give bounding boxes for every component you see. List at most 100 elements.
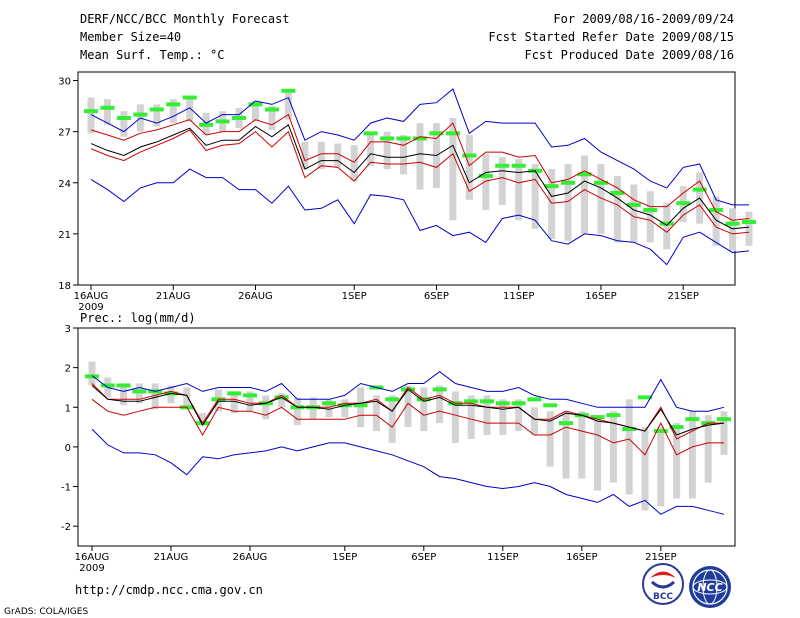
ncc-logo: NCC	[689, 566, 731, 608]
temp-y-tick-label: 18	[58, 281, 71, 292]
prec-y-tick-label: 1	[65, 403, 71, 414]
temp-median-marker	[709, 208, 724, 213]
precipitation-panel: -2 -1 0 1 2 3 16AUG 21AUG 26AUG 1SEP 6SEP 11SEP 16SE…	[61, 324, 736, 574]
temp-spread-box	[712, 196, 720, 246]
prec-x-tick-label: 16SEP	[566, 552, 597, 563]
temperature-panel: 18 21 24 27 30 16AUG 21AUG 26AUG 1SEP 6SEP 11SEP 16…	[58, 71, 756, 313]
temp-median-marker	[248, 102, 263, 107]
temp-median-marker	[478, 173, 493, 178]
temp-spread-box	[498, 157, 506, 205]
prec-median-marker	[353, 403, 368, 408]
temp-spread-box	[548, 169, 556, 239]
temp-median-marker	[199, 122, 214, 127]
temp-spread-box	[729, 208, 737, 251]
prec-median-marker	[653, 429, 668, 434]
prec-median-marker	[543, 403, 558, 408]
temp-median-marker	[363, 131, 378, 136]
prec-median-marker	[685, 417, 700, 422]
temp-spread-box	[120, 111, 128, 137]
temp-spread-box	[745, 211, 753, 246]
temp-line-minimum	[90, 168, 750, 266]
prec-x-tick-label: 16AUG	[75, 552, 110, 563]
temp-spread-box	[367, 133, 375, 166]
temp-x-tick-label: 16SEP	[585, 291, 616, 302]
temp-median-marker	[725, 221, 740, 226]
bcc-logo: BCC	[642, 563, 684, 605]
prec-x-tick-label: 21AUG	[154, 552, 189, 563]
prec-spread-box	[388, 395, 396, 443]
prec-median-marker	[511, 401, 526, 406]
temp-median-marker	[626, 202, 641, 207]
temp-spread-box	[252, 100, 259, 122]
temp-spread-box	[465, 135, 473, 200]
footer-url[interactable]: http://cmdp.ncc.cma.gov.cn	[75, 583, 263, 597]
temp-median-marker	[742, 219, 756, 224]
temp-spread-box	[103, 99, 111, 125]
prec-median-marker	[385, 397, 400, 402]
prec-spread-box	[404, 385, 412, 428]
prec-spread-box	[625, 399, 633, 495]
temp-spread-box	[663, 203, 671, 250]
prec-line-minimum	[91, 428, 725, 515]
temp-median-marker	[232, 116, 247, 121]
temp-median-marker	[166, 102, 181, 107]
temp-median-marker	[445, 131, 460, 136]
temp-median-marker	[396, 136, 411, 141]
temp-y-tick-label: 27	[58, 128, 71, 139]
prec-spread-box	[199, 413, 207, 426]
prec-median-marker	[638, 395, 652, 400]
prec-spread-box	[246, 391, 254, 412]
temp-spread-box	[531, 164, 539, 229]
temp-median-marker	[182, 95, 197, 100]
temp-median-marker	[84, 109, 98, 114]
temp-spread-box	[153, 104, 161, 127]
bcc-logo-text: BCC	[653, 592, 673, 602]
prec-median-marker	[227, 391, 242, 396]
prec-y-tick-label: -1	[61, 483, 71, 494]
prec-spread-box	[420, 387, 428, 432]
temp-median-marker	[100, 105, 115, 110]
temp-spread-box	[186, 95, 194, 122]
prec-spread-box	[530, 407, 538, 436]
prec-line-maximum	[91, 370, 725, 412]
prec-median-marker	[480, 399, 494, 404]
prec-spread-box	[341, 399, 349, 418]
prec-spread-box	[467, 395, 475, 439]
temp-spread-box	[515, 158, 523, 221]
temp-spread-box	[350, 145, 358, 182]
temp-spread-box	[284, 90, 292, 120]
temp-y-tick-label: 24	[58, 179, 71, 190]
temp-spread-box	[87, 97, 95, 134]
prec-median-marker	[85, 374, 99, 379]
temp-median-marker	[561, 180, 576, 185]
prec-spread-box	[578, 411, 586, 479]
temp-x-tick-label: 1SEP	[342, 291, 367, 302]
variable-label: Mean Surf. Temp.: °C	[80, 48, 225, 62]
prec-spread-box	[230, 391, 238, 414]
temp-x-tick-label: 21SEP	[667, 291, 698, 302]
forecast-period: For 2009/08/16-2009/09/24	[553, 12, 734, 26]
precip-panel-label: Prec.: log(mm/d)	[80, 311, 196, 325]
temp-x-tick-label: 11SEP	[503, 291, 534, 302]
prec-median-marker	[322, 401, 336, 406]
prec-spread-box	[499, 399, 507, 436]
prec-median-marker	[622, 427, 637, 432]
prec-x-tick-label: 21SEP	[645, 552, 676, 563]
temp-spread-box	[334, 143, 342, 168]
prec-spread-box	[120, 383, 128, 406]
prec-x-tick-label: 26AUG	[233, 552, 268, 563]
chart-title: DERF/NCC/BCC Monthly Forecast	[80, 12, 290, 26]
prec-spread-box	[515, 399, 523, 432]
prec-x-tick-label: 1SEP	[332, 552, 357, 563]
temp-line-mean-sd	[90, 129, 750, 235]
prec-spread-box	[262, 395, 270, 420]
prec-median-marker	[527, 397, 542, 402]
temp-spread-box	[416, 123, 424, 190]
temp-median-marker	[380, 136, 395, 141]
prec-line-lower-spread	[91, 398, 724, 456]
temp-line-maximum	[90, 88, 749, 206]
prec-median-marker	[606, 413, 621, 418]
start-ref-date: Fcst Started Refer Date 2009/08/15	[488, 30, 734, 44]
prec-median-marker	[669, 425, 684, 430]
prec-y-tick-label: -2	[61, 522, 71, 533]
